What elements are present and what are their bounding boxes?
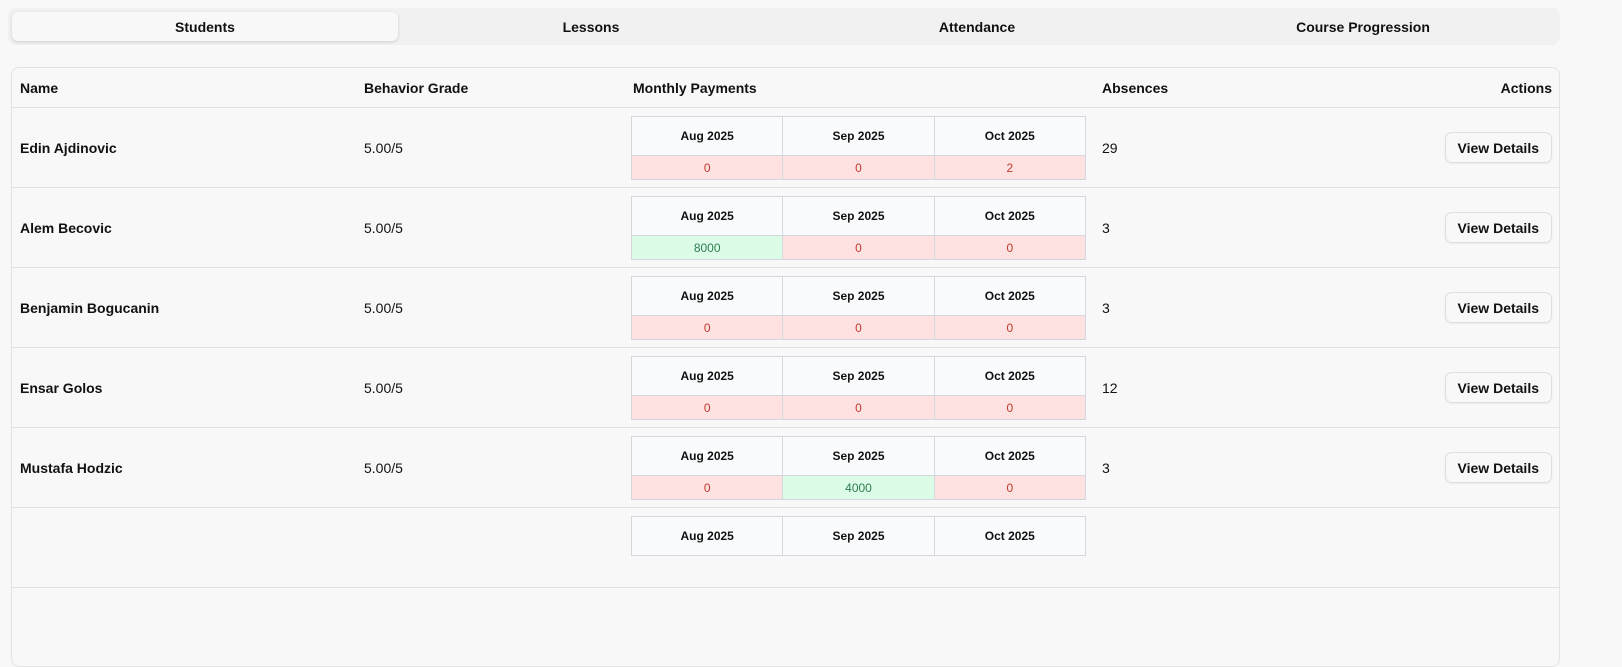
payment-amount: 0	[933, 235, 1087, 260]
table-row: Benjamin Bogucanin 5.00/5 Aug 2025 Sep 20…	[12, 268, 1559, 348]
tab-bar: Students Lessons Attendance Course Progr…	[8, 8, 1560, 45]
payment-amount: 0	[933, 315, 1087, 340]
view-details-button[interactable]: View Details	[1444, 132, 1552, 163]
student-name: Benjamin Bogucanin	[20, 299, 160, 316]
payments-table: Aug 2025 Sep 2025 Oct 2025 0 4000 0	[630, 436, 1087, 500]
absences-count: 3	[1102, 219, 1110, 236]
payment-amount: 8000	[630, 235, 784, 260]
payments-table: Aug 2025 Sep 2025 Oct 2025 0 0 2	[630, 116, 1087, 180]
table-row-partial: Aug 2025 Sep 2025 Oct 2025	[12, 508, 1559, 588]
student-name: Ensar Golos	[20, 379, 103, 396]
payment-amount: 0	[782, 155, 935, 180]
payments-table: Aug 2025 Sep 2025 Oct 2025	[630, 516, 1087, 556]
payment-amount: 0	[782, 315, 935, 340]
payments-table: Aug 2025 Sep 2025 Oct 2025 0 0 0	[630, 356, 1087, 420]
absences-count: 29	[1102, 139, 1118, 156]
view-details-button[interactable]: View Details	[1444, 372, 1552, 403]
tab-course-progression[interactable]: Course Progression	[1296, 18, 1430, 35]
payment-amount: 0	[782, 235, 935, 260]
payment-amount: 0	[782, 395, 935, 420]
payment-amount: 0	[630, 155, 784, 180]
table-row: Alem Becovic 5.00/5 Aug 2025 Sep 2025 Oct …	[12, 188, 1559, 268]
month-header: Sep 2025	[782, 196, 935, 236]
student-name: Edin Ajdinovic	[20, 139, 117, 156]
table-header: Name Behavior Grade Monthly Payments Abs…	[12, 68, 1559, 108]
month-header: Aug 2025	[630, 276, 784, 316]
table-row: Mustafa Hodzic 5.00/5 Aug 2025 Sep 2025 Oc…	[12, 428, 1559, 508]
payment-amount: 2	[933, 155, 1087, 180]
month-header: Sep 2025	[782, 116, 935, 156]
header-actions: Actions	[1500, 79, 1552, 96]
tab-attendance[interactable]: Attendance	[938, 18, 1016, 35]
payments-table: Aug 2025 Sep 2025 Oct 2025 8000 0 0	[630, 196, 1087, 260]
behavior-grade: 5.00/5	[364, 139, 403, 156]
month-header: Aug 2025	[630, 356, 784, 396]
view-details-button[interactable]: View Details	[1444, 292, 1552, 323]
month-header: Aug 2025	[630, 116, 784, 156]
month-header: Oct 2025	[933, 356, 1087, 396]
view-details-button[interactable]: View Details	[1444, 452, 1552, 483]
tab-lessons[interactable]: Lessons	[562, 18, 620, 35]
month-header: Aug 2025	[630, 436, 784, 476]
payment-amount: 0	[630, 315, 784, 340]
absences-count: 3	[1102, 299, 1110, 316]
month-header: Oct 2025	[933, 196, 1087, 236]
absences-count: 3	[1102, 459, 1110, 476]
absences-count: 12	[1102, 379, 1118, 396]
month-header: Aug 2025	[630, 516, 784, 556]
behavior-grade: 5.00/5	[364, 459, 403, 476]
behavior-grade: 5.00/5	[364, 379, 403, 396]
month-header: Oct 2025	[933, 276, 1087, 316]
student-name: Alem Becovic	[20, 219, 112, 236]
month-header: Oct 2025	[933, 436, 1087, 476]
view-details-button[interactable]: View Details	[1444, 212, 1552, 243]
table-row: Edin Ajdinovic 5.00/5 Aug 2025 Sep 2025 Oc…	[12, 108, 1559, 188]
payment-amount: 0	[630, 395, 784, 420]
payment-amount: 0	[933, 475, 1087, 500]
student-name: Mustafa Hodzic	[20, 459, 123, 476]
month-header: Oct 2025	[933, 116, 1087, 156]
payment-amount: 0	[630, 475, 784, 500]
table-row: Ensar Golos 5.00/5 Aug 2025 Sep 2025 Oct 2…	[12, 348, 1559, 428]
month-header: Sep 2025	[782, 276, 935, 316]
month-header: Aug 2025	[630, 196, 784, 236]
payment-amount: 4000	[782, 475, 935, 500]
behavior-grade: 5.00/5	[364, 299, 403, 316]
header-grade: Behavior Grade	[364, 79, 469, 96]
month-header: Sep 2025	[782, 356, 935, 396]
payment-amount: 0	[933, 395, 1087, 420]
payments-table: Aug 2025 Sep 2025 Oct 2025 0 0 0	[630, 276, 1087, 340]
students-table: Name Behavior Grade Monthly Payments Abs…	[11, 67, 1560, 667]
header-name: Name	[20, 79, 59, 96]
header-absences: Absences	[1102, 79, 1169, 96]
behavior-grade: 5.00/5	[364, 219, 403, 236]
header-payments: Monthly Payments	[633, 79, 757, 96]
tab-students[interactable]: Students	[12, 12, 398, 41]
month-header: Sep 2025	[782, 436, 935, 476]
